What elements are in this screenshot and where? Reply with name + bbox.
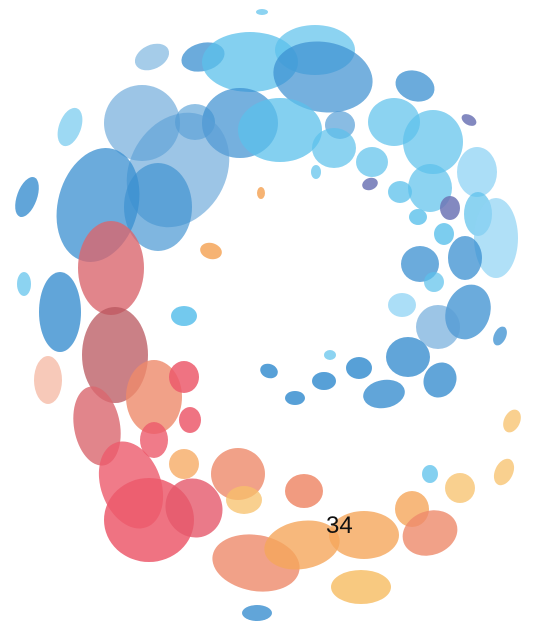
logo-ellipse bbox=[423, 362, 457, 398]
logo-ellipse bbox=[171, 306, 197, 326]
logo-ellipse bbox=[461, 114, 477, 126]
logo-ellipse bbox=[408, 164, 452, 212]
logo-ellipse bbox=[424, 272, 444, 292]
logo-ellipse bbox=[362, 177, 378, 191]
logo-ellipse bbox=[434, 223, 454, 245]
logo-ellipse bbox=[285, 474, 323, 508]
logo-ellipse bbox=[78, 221, 144, 315]
logo-ellipse bbox=[226, 486, 262, 514]
logo-ellipse bbox=[416, 305, 460, 349]
logo-ellipse bbox=[356, 147, 388, 177]
logo-ellipse bbox=[324, 350, 336, 360]
logo-ellipse bbox=[169, 361, 199, 393]
logo-ellipse bbox=[402, 510, 458, 556]
page-number: 34 bbox=[326, 512, 353, 539]
logo-ellipse bbox=[200, 242, 222, 260]
logo-ellipse bbox=[386, 337, 430, 377]
logo-ellipse bbox=[474, 198, 518, 278]
logo-ellipse bbox=[264, 520, 340, 570]
logo-ellipse bbox=[165, 478, 223, 538]
logo-ellipse bbox=[140, 422, 168, 458]
logo-ellipse bbox=[242, 605, 272, 621]
logo-ellipse bbox=[39, 272, 81, 352]
logo-ellipse bbox=[493, 326, 507, 346]
logo-ellipse bbox=[257, 187, 265, 199]
logo-ellipse bbox=[17, 272, 31, 296]
logo-ellipse bbox=[331, 570, 391, 604]
logo-ellipse bbox=[73, 386, 121, 466]
logo-ellipse bbox=[15, 176, 39, 218]
logo-ellipse bbox=[388, 293, 416, 317]
logo-ellipse bbox=[401, 246, 439, 282]
logo-ellipse bbox=[493, 458, 515, 486]
logo-ellipse bbox=[311, 165, 321, 179]
logo-ellipse bbox=[126, 360, 182, 434]
logo-ellipse bbox=[403, 110, 463, 174]
logo-ellipse bbox=[124, 163, 192, 251]
logo-ellipse bbox=[440, 196, 460, 220]
logo-ellipse bbox=[273, 41, 373, 113]
logo-ellipse bbox=[363, 379, 405, 409]
logo-ellipse bbox=[422, 465, 438, 483]
logo-ellipse bbox=[211, 448, 265, 500]
logo-ellipse bbox=[457, 147, 497, 197]
logo-ellipse bbox=[256, 9, 268, 15]
logo-ellipse bbox=[346, 357, 372, 379]
logo-ellipse bbox=[238, 98, 322, 162]
logo-ellipse bbox=[312, 372, 336, 390]
ellipse-cluster bbox=[15, 9, 521, 621]
logo-ellipse bbox=[329, 511, 399, 559]
logo-ellipse bbox=[285, 391, 305, 405]
logo-ellipse bbox=[395, 70, 435, 102]
logo-ellipse bbox=[409, 209, 427, 225]
logo-ellipse bbox=[388, 181, 412, 203]
logo-ellipse bbox=[260, 363, 278, 379]
logo-ellipse bbox=[445, 473, 475, 503]
logo-ellipse bbox=[448, 236, 482, 280]
logo-ellipse bbox=[503, 409, 521, 433]
logo-ellipse bbox=[34, 356, 62, 404]
logo-ellipse bbox=[312, 128, 356, 168]
logo-ellipse bbox=[179, 407, 201, 433]
logo-ellipse bbox=[134, 43, 170, 71]
logo-ellipse bbox=[169, 449, 199, 479]
logo-ellipse bbox=[57, 107, 83, 147]
